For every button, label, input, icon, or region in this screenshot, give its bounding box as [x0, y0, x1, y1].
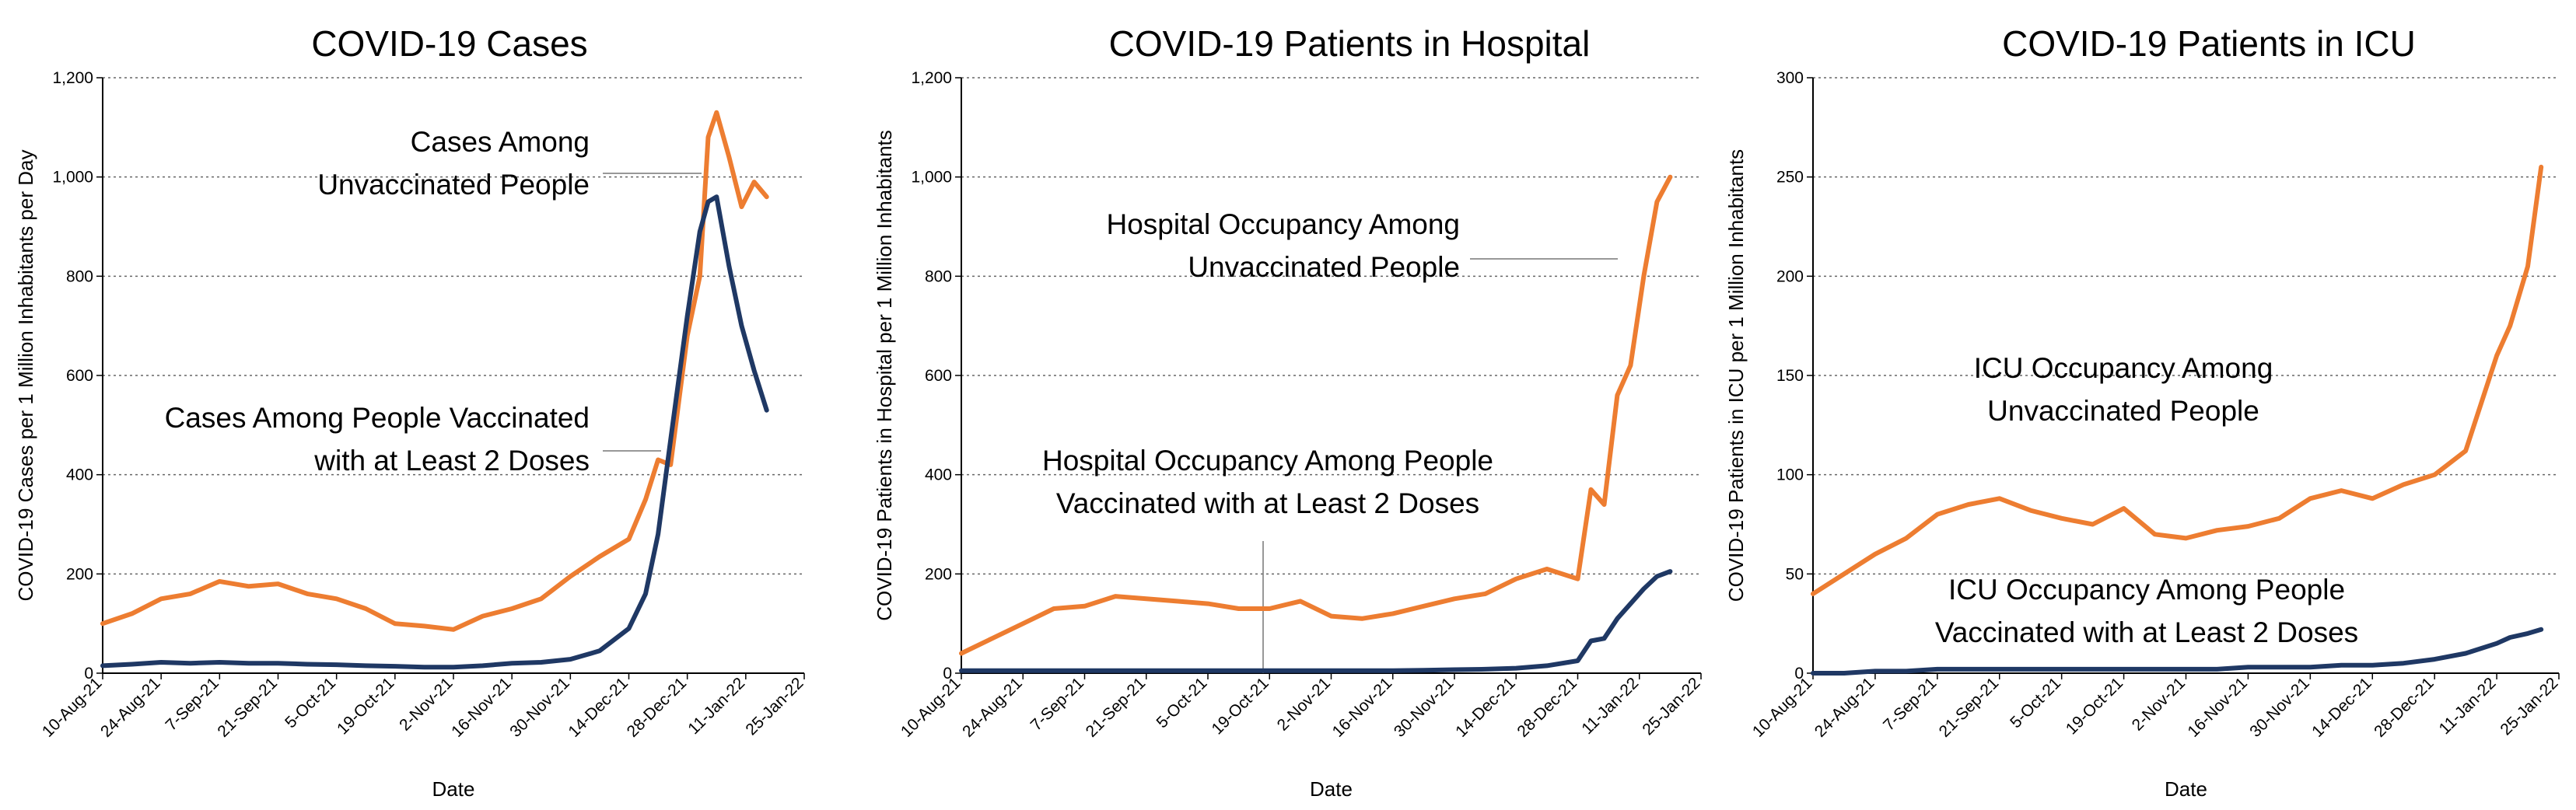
x-tick-label: 30-Nov-21 [506, 674, 573, 741]
y-tick-label: 0 [1794, 665, 1804, 683]
x-tick-label: 21-Sep-21 [1936, 674, 2003, 741]
x-tick-label: 10-Aug-21 [39, 674, 106, 741]
y-tick-label: 1,000 [52, 169, 93, 187]
x-tick-label: 24-Aug-21 [959, 674, 1026, 741]
x-tick-label: 30-Nov-21 [2246, 674, 2313, 741]
x-tick-label: 19-Oct-21 [1208, 674, 1272, 738]
x-tick-label: 25-Jan-22 [742, 674, 807, 738]
y-tick-label: 200 [1776, 267, 1804, 285]
x-tick-label: 24-Aug-21 [1811, 674, 1878, 741]
y-tick-label: 0 [943, 665, 952, 683]
series-line [100, 194, 769, 670]
x-tick-label: 25-Jan-22 [1639, 674, 1703, 738]
x-tick-label: 5-Oct-21 [2007, 674, 2064, 731]
annotation: Unvaccinated People [1987, 395, 2259, 427]
annotation: Vaccinated with at Least 2 Doses [1935, 616, 2358, 648]
x-tick-label: 14-Dec-21 [2308, 674, 2375, 741]
annotation: Hospital Occupancy Among People [1042, 445, 1493, 477]
series-line [959, 174, 1673, 656]
y-tick-label: 600 [925, 367, 952, 385]
x-tick-label: 14-Dec-21 [565, 674, 632, 741]
annotation: Vaccinated with at Least 2 Doses [1056, 487, 1479, 519]
y-tick-label: 200 [925, 565, 952, 583]
y-tick-label: 800 [66, 267, 93, 285]
series-line [959, 569, 1673, 673]
x-tick-label: 7-Sep-21 [163, 674, 222, 734]
x-tick-label: 19-Oct-21 [334, 674, 397, 738]
series-line [100, 110, 769, 632]
x-tick-label: 14-Dec-21 [1452, 674, 1519, 741]
x-tick-label: 2-Nov-21 [1274, 674, 1334, 734]
x-tick-label: 28-Dec-21 [2371, 674, 2438, 741]
y-tick-label: 1,200 [52, 69, 93, 87]
x-axis-label: Date [2165, 777, 2207, 801]
x-tick-label: 30-Nov-21 [1391, 674, 1458, 741]
x-tick-label: 2-Nov-21 [396, 674, 456, 734]
annotation: with at Least 2 Doses [313, 445, 590, 477]
annotation: ICU Occupancy Among [1974, 352, 2273, 384]
x-tick-label: 16-Nov-21 [1329, 674, 1396, 741]
y-axis-label: COVID-19 Patients in ICU per 1 Million I… [1724, 149, 1748, 602]
x-tick-label: 10-Aug-21 [898, 674, 964, 741]
x-tick-label: 16-Nov-21 [2184, 674, 2251, 741]
x-tick-label: 7-Sep-21 [1027, 674, 1087, 734]
chart-title: COVID-19 Patients in Hospital [1109, 23, 1591, 64]
x-tick-label: 10-Aug-21 [1749, 674, 1816, 741]
y-tick-label: 1,200 [911, 69, 952, 87]
y-tick-label: 800 [925, 267, 952, 285]
x-tick-label: 2-Nov-21 [2129, 674, 2189, 734]
x-tick-label: 19-Oct-21 [2063, 674, 2126, 738]
y-tick-label: 50 [1786, 565, 1804, 583]
y-tick-label: 200 [66, 565, 93, 583]
x-axis-label: Date [1310, 777, 1353, 801]
x-tick-label: 5-Oct-21 [282, 674, 339, 731]
y-tick-label: 0 [84, 665, 93, 683]
x-tick-label: 11-Jan-22 [2436, 674, 2500, 738]
x-tick-label: 28-Dec-21 [624, 674, 691, 741]
annotation: Unvaccinated People [317, 169, 590, 201]
series-line [1811, 164, 2544, 596]
x-axis-label: Date [432, 777, 475, 801]
x-tick-label: 16-Nov-21 [448, 674, 515, 741]
x-tick-label: 11-Jan-22 [684, 674, 748, 738]
y-axis-label: COVID-19 Patients in Hospital per 1 Mill… [873, 130, 896, 621]
y-tick-label: 400 [66, 466, 93, 484]
annotation: ICU Occupancy Among People [1948, 574, 2345, 606]
annotation: Cases Among [411, 126, 590, 158]
x-tick-label: 21-Sep-21 [1083, 674, 1150, 741]
x-tick-label: 21-Sep-21 [214, 674, 281, 741]
y-axis-label: COVID-19 Cases per 1 Million Inhabitants… [14, 150, 37, 602]
x-tick-label: 5-Oct-21 [1153, 674, 1210, 731]
x-tick-label: 28-Dec-21 [1514, 674, 1580, 741]
y-tick-label: 250 [1776, 169, 1804, 187]
y-tick-label: 600 [66, 367, 93, 385]
series-line [1811, 627, 2544, 676]
annotation: Cases Among People Vaccinated [165, 402, 590, 434]
y-tick-label: 1,000 [911, 169, 952, 187]
x-tick-label: 11-Jan-22 [1578, 674, 1642, 738]
chart-title: COVID-19 Cases [311, 23, 587, 64]
annotation: Hospital Occupancy Among [1106, 208, 1460, 240]
y-tick-label: 150 [1776, 367, 1804, 385]
chart-title: COVID-19 Patients in ICU [2002, 23, 2416, 64]
annotation: Unvaccinated People [1188, 251, 1460, 283]
x-tick-label: 7-Sep-21 [1880, 674, 1940, 734]
x-tick-label: 24-Aug-21 [97, 674, 164, 741]
y-tick-label: 100 [1776, 466, 1804, 484]
y-tick-label: 300 [1776, 69, 1804, 87]
x-tick-label: 25-Jan-22 [2497, 674, 2561, 738]
y-tick-label: 400 [925, 466, 952, 484]
